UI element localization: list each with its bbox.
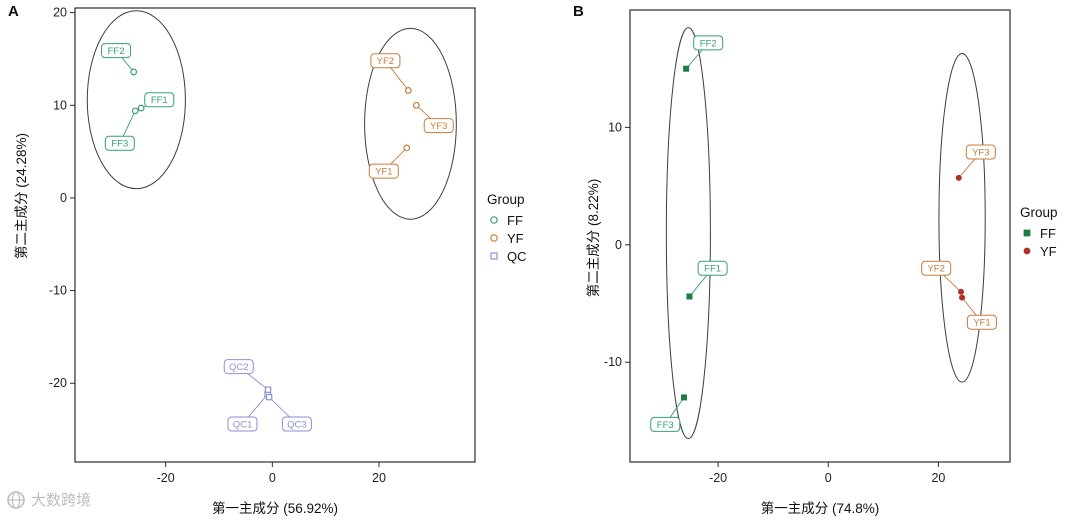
data-point bbox=[137, 104, 145, 112]
panel-a-x-axis-title: 第一主成分 (56.92%) bbox=[211, 501, 339, 516]
data-point bbox=[490, 234, 498, 242]
watermark-logo-icon bbox=[7, 490, 25, 509]
point-label-box bbox=[650, 416, 681, 432]
legend-marker-icon bbox=[490, 252, 498, 260]
y-tick-label: 10 bbox=[608, 120, 622, 134]
cluster-ellipse bbox=[938, 52, 986, 383]
point-label: FF3 bbox=[111, 139, 128, 150]
point-label: FF3 bbox=[657, 420, 674, 431]
point-label-box bbox=[368, 163, 399, 179]
legend-label: YF bbox=[1040, 243, 1057, 259]
data-point bbox=[1023, 247, 1031, 255]
legend-marker-icon bbox=[490, 216, 498, 224]
data-point bbox=[1023, 229, 1031, 237]
point-label-box bbox=[223, 359, 254, 375]
x-tick-label: 20 bbox=[372, 471, 386, 485]
point-label: YF2 bbox=[927, 264, 944, 275]
point-label: FF1 bbox=[704, 264, 721, 275]
x-tick-label: 0 bbox=[269, 471, 276, 485]
panel-b-legend: Group FF YF bbox=[1020, 205, 1058, 260]
point-label: QC2 bbox=[229, 362, 249, 373]
y-tick-label: 0 bbox=[615, 238, 622, 252]
data-point bbox=[403, 144, 411, 152]
x-tick-label: 0 bbox=[825, 471, 832, 485]
legend-label: FF bbox=[507, 212, 523, 228]
point-label-box bbox=[101, 43, 132, 59]
panel-a-plot: -20 0 20 -20 -10 0 10 20 FF1 FF2 FF3 YF1 YF2 YF3 QC1 QC… bbox=[49, 6, 476, 485]
point-label: YF1 bbox=[375, 166, 392, 177]
data-point bbox=[131, 107, 139, 115]
panel-a-letter: A bbox=[8, 3, 19, 20]
watermark: 大数跨境 bbox=[6, 489, 91, 510]
point-label: FF2 bbox=[108, 46, 125, 57]
y-tick-label: -10 bbox=[604, 355, 622, 369]
legend-entry-ff: FF bbox=[487, 211, 527, 229]
x-tick-label: -20 bbox=[157, 471, 175, 485]
point-label-box bbox=[423, 118, 454, 134]
data-point bbox=[265, 393, 273, 401]
legend-label: QC bbox=[507, 248, 527, 264]
legend-title: Group bbox=[1020, 205, 1058, 220]
point-label-box bbox=[144, 92, 175, 108]
data-point bbox=[686, 293, 693, 300]
point-label-box bbox=[370, 53, 401, 69]
legend-entry-qc: QC bbox=[487, 247, 527, 265]
legend-title: Group bbox=[487, 192, 525, 207]
y-tick-label: -10 bbox=[49, 284, 67, 298]
panel-b-x-axis-title: 第一主成分 (74.8%) bbox=[760, 501, 880, 516]
point-label: YF3 bbox=[972, 147, 989, 158]
data-point bbox=[957, 288, 964, 295]
legend-entry-ff: FF bbox=[1020, 224, 1058, 242]
point-label: YF1 bbox=[973, 318, 990, 329]
legend-entry-yf: YF bbox=[487, 229, 527, 247]
data-point bbox=[959, 294, 966, 301]
point-label: FF2 bbox=[700, 38, 717, 49]
panel-a-legend: Group FF YF QC bbox=[487, 192, 527, 265]
cluster-ellipse bbox=[86, 10, 186, 190]
panel-a-y-axis-title: 第二主成分 (24.28%) bbox=[14, 132, 29, 260]
watermark-text: 大数跨境 bbox=[31, 492, 92, 509]
y-tick-label: -20 bbox=[49, 376, 67, 390]
data-point bbox=[404, 87, 412, 94]
data-point bbox=[490, 252, 498, 260]
legend-entry-yf: YF bbox=[1020, 242, 1058, 260]
legend-marker-icon bbox=[490, 234, 498, 242]
x-tick-label: 20 bbox=[931, 471, 945, 485]
data-point bbox=[683, 65, 690, 72]
point-label: FF1 bbox=[151, 95, 168, 106]
point-label-box bbox=[104, 135, 135, 151]
point-label: QC1 bbox=[233, 419, 253, 430]
point-label-box bbox=[281, 416, 312, 432]
data-point bbox=[264, 386, 272, 393]
data-point bbox=[490, 216, 498, 224]
legend-label: YF bbox=[507, 230, 524, 246]
point-label: QC3 bbox=[287, 419, 307, 430]
data-point bbox=[130, 68, 138, 76]
x-tick-label: -20 bbox=[709, 471, 727, 485]
plot-border bbox=[629, 9, 1011, 463]
data-point bbox=[412, 101, 420, 109]
panel-b-plot: -20 0 20 -10 0 10 FF1 FF2 FF3 YF1 YF2 YF3 bbox=[604, 9, 1011, 485]
point-label-box bbox=[693, 35, 724, 51]
y-tick-label: 10 bbox=[53, 98, 67, 112]
legend-marker-icon bbox=[1023, 247, 1031, 255]
data-point bbox=[680, 394, 687, 401]
y-tick-label: 0 bbox=[60, 191, 67, 205]
cluster-ellipse bbox=[364, 27, 457, 220]
point-label-box bbox=[921, 260, 952, 276]
panel-b-letter: B bbox=[573, 3, 584, 20]
plot-border bbox=[74, 7, 476, 463]
cluster-ellipse bbox=[665, 27, 711, 440]
legend-label: FF bbox=[1040, 225, 1056, 241]
legend-marker-icon bbox=[1023, 229, 1031, 237]
point-label-box bbox=[966, 314, 997, 330]
point-label-box bbox=[227, 416, 258, 432]
point-label: YF2 bbox=[377, 56, 394, 67]
point-label: YF3 bbox=[430, 121, 447, 132]
point-label-box bbox=[697, 260, 728, 276]
y-tick-label: 20 bbox=[53, 6, 67, 20]
point-label-box bbox=[965, 144, 996, 160]
data-point bbox=[955, 174, 962, 181]
